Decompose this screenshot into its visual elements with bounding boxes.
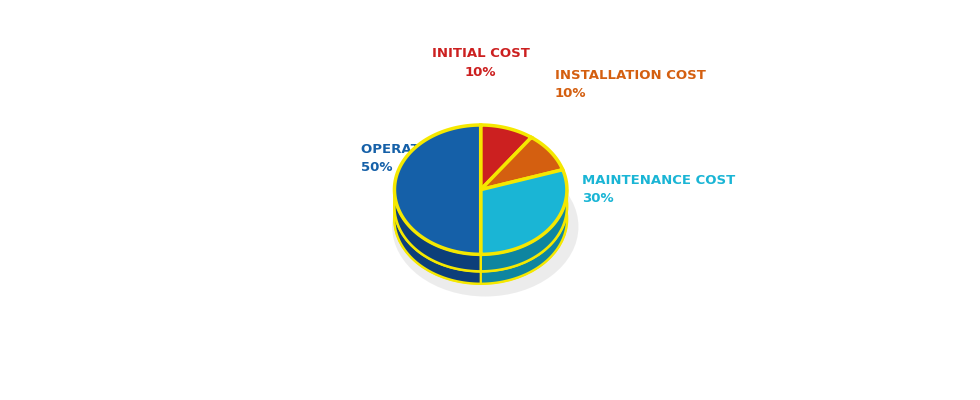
Text: 50%: 50% [361,161,392,174]
Text: 30%: 30% [582,192,613,205]
Polygon shape [395,188,480,284]
Polygon shape [480,190,566,284]
Polygon shape [480,137,563,190]
Text: INITIAL COST: INITIAL COST [432,47,529,60]
Polygon shape [395,188,480,271]
Text: 10%: 10% [555,87,586,100]
Ellipse shape [392,157,578,296]
Ellipse shape [394,154,566,284]
Text: OPERATING COST: OPERATING COST [361,143,490,156]
Text: INSTALLATION COST: INSTALLATION COST [555,69,706,82]
Text: 10%: 10% [465,66,497,79]
Ellipse shape [394,142,566,271]
Polygon shape [395,125,480,254]
Polygon shape [480,125,531,190]
Polygon shape [480,190,566,271]
Polygon shape [480,170,566,254]
Text: MAINTENANCE COST: MAINTENANCE COST [582,174,736,186]
